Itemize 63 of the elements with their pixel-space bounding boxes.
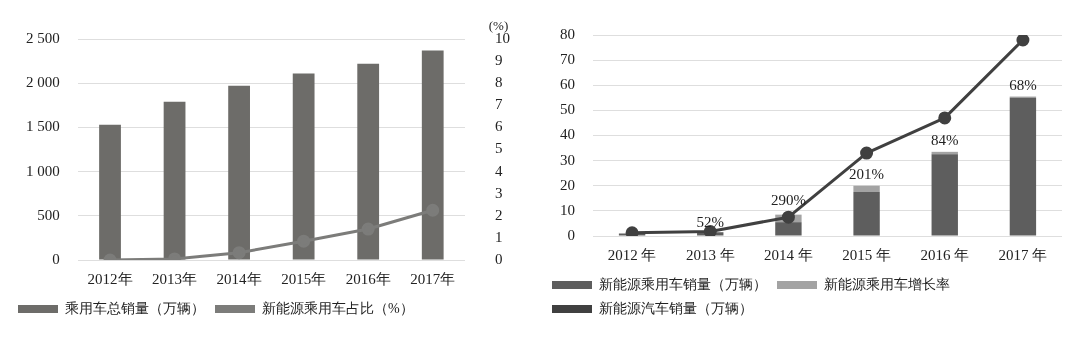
- bar: [853, 185, 880, 193]
- point: [781, 210, 795, 224]
- y2-tick-label: 4: [495, 162, 503, 179]
- annotation: 290%: [770, 192, 806, 209]
- x-tick-label: 2012年: [87, 270, 133, 287]
- point: [625, 226, 639, 236]
- annotation: 52%: [696, 213, 724, 230]
- bar: [292, 73, 315, 260]
- x-tick-label: 2015 年: [842, 246, 891, 263]
- y-tick-label: 2 500: [26, 29, 60, 46]
- y2-tick-label: 9: [495, 52, 503, 69]
- y2-tick-label: 0: [495, 250, 503, 267]
- legend-label: 新能源汽车销量（万辆）: [599, 300, 753, 316]
- y2-tick-label: 5: [495, 140, 503, 157]
- y-tick-label: 1 000: [26, 162, 60, 179]
- x-tick-label: 2015年: [281, 270, 327, 287]
- annotation: 201%: [849, 165, 885, 182]
- y-tick-label: 10: [560, 201, 575, 218]
- y2-tick-label: 2: [495, 206, 503, 223]
- bar: [1009, 97, 1037, 236]
- y-tick-label: 500: [37, 206, 60, 223]
- point: [938, 111, 952, 125]
- y2-tick-label: 8: [495, 74, 503, 91]
- y2-tick-label: 3: [495, 184, 503, 201]
- point: [860, 146, 874, 160]
- y-tick-label: 2 000: [26, 74, 60, 91]
- bar: [228, 85, 250, 260]
- bar: [421, 50, 444, 260]
- x-tick-label: 2016年: [345, 270, 391, 287]
- y-tick-label: 1 500: [26, 118, 60, 135]
- y2-tick-label: 7: [495, 96, 503, 113]
- y-tick-label: 40: [560, 126, 575, 143]
- y-tick-label: 70: [560, 51, 575, 68]
- y-tick-label: 60: [560, 76, 575, 93]
- x-tick-label: 2017 年: [998, 246, 1048, 263]
- y-tick-label: 0: [52, 250, 60, 267]
- y2-tick-label: 6: [495, 118, 503, 135]
- y-tick-label: 80: [560, 25, 575, 42]
- bar: [775, 222, 802, 236]
- x-tick-label: 2012 年: [607, 246, 657, 263]
- x-tick-label: 2014 年: [764, 246, 813, 263]
- legend-label: 新能源乘用车占比（%）: [262, 300, 414, 316]
- y2-tick-label: 1: [495, 228, 503, 245]
- legend-label: 新能源乘用车增长率: [824, 276, 950, 292]
- x-tick-label: 2017年: [410, 270, 456, 287]
- y-tick-label: 20: [560, 176, 575, 193]
- x-tick-label: 2014年: [216, 270, 262, 287]
- bar: [357, 63, 380, 260]
- x-tick-label: 2013年: [152, 270, 198, 287]
- point: [1016, 35, 1030, 47]
- bar: [931, 154, 958, 236]
- bar: [853, 192, 880, 236]
- y-tick-label: 0: [567, 226, 575, 243]
- annotation: 84%: [931, 132, 959, 149]
- x-tick-label: 2013 年: [685, 246, 735, 263]
- legend-label: 乘用车总销量（万辆）: [65, 300, 205, 316]
- legend-label: 新能源乘用车销量（万辆）: [599, 276, 767, 292]
- annotation: 68%: [1009, 76, 1037, 93]
- bar: [163, 101, 186, 260]
- y-tick-label: 50: [560, 101, 575, 118]
- x-tick-label: 2016 年: [920, 246, 970, 263]
- y-tick-label: 30: [560, 151, 575, 168]
- bar: [99, 124, 121, 260]
